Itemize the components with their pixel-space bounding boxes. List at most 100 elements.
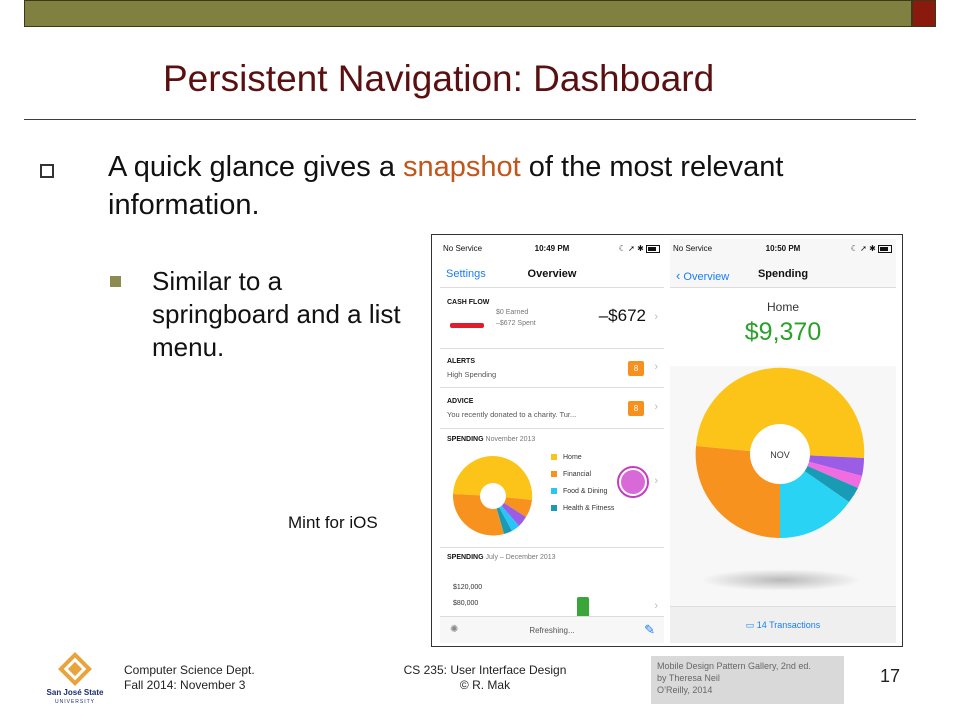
nav-title: Spending bbox=[757, 268, 809, 280]
spent-label: –$672 Spent bbox=[496, 320, 536, 327]
y-axis-label: $80,000 bbox=[453, 600, 479, 607]
slide-title: Persistent Navigation: Dashboard bbox=[163, 58, 715, 99]
trend-period: July – December 2013 bbox=[485, 554, 556, 561]
advice-badge: 8 bbox=[628, 401, 644, 416]
cash-flow-header: CASH FLOW bbox=[447, 299, 490, 306]
clock: 10:49 PM bbox=[534, 244, 570, 253]
chevron-right-icon: › bbox=[654, 600, 658, 612]
y-axis-label: $120,000 bbox=[453, 584, 483, 591]
nav-title: Overview bbox=[527, 268, 577, 280]
trend-bar bbox=[577, 597, 589, 618]
battery-icon bbox=[878, 244, 892, 253]
back-button[interactable]: ‹ Overview bbox=[676, 268, 729, 283]
cash-flow-row[interactable]: CASH FLOW $0 Earned –$672 Spent –$672 › bbox=[440, 289, 664, 349]
bullet-prefix: A quick glance gives a bbox=[108, 151, 404, 183]
mini-spending-pie bbox=[452, 455, 533, 536]
spinner-icon: ✺ bbox=[450, 624, 459, 635]
category-label: Home bbox=[766, 300, 799, 314]
page-number: 17 bbox=[880, 666, 901, 686]
spending-screen: No Service 10:50 PM ☾ ➚ ✱ ‹ Overview Spe… bbox=[670, 239, 896, 643]
document-icon: ▭ bbox=[745, 620, 755, 630]
advice-row[interactable]: ADVICE You recently donated to a charity… bbox=[440, 388, 664, 429]
transactions-link[interactable]: ▭ 14 Transactions bbox=[670, 620, 896, 631]
chevron-right-icon: › bbox=[654, 475, 658, 487]
status-bar: No Service 10:49 PM ☾ ➚ ✱ bbox=[440, 239, 664, 263]
advice-subtitle: You recently donated to a charity. Tur..… bbox=[447, 410, 577, 419]
bullet-square-icon bbox=[40, 164, 54, 178]
legend-item: Health & Fitness bbox=[551, 505, 614, 512]
legend-swatch bbox=[551, 454, 557, 461]
app-screenshot: No Service 10:49 PM ☾ ➚ ✱ Settings Overv… bbox=[431, 234, 903, 647]
legend-swatch bbox=[551, 471, 557, 478]
transactions-bar[interactable]: ▭ 14 Transactions bbox=[670, 606, 896, 643]
spending-header-label: SPENDING bbox=[447, 436, 484, 443]
ref-line-1: Mobile Design Pattern Gallery, 2nd ed. bbox=[657, 661, 811, 671]
pie-center-label: NOV bbox=[770, 450, 790, 460]
trend-header-label: SPENDING bbox=[447, 554, 484, 561]
author-label: © R. Mak bbox=[459, 678, 511, 692]
status-icons: ☾ ➚ ✱ bbox=[851, 244, 892, 253]
pie-shadow bbox=[700, 569, 862, 591]
legend-label: Health & Fitness bbox=[563, 505, 615, 512]
legend-item: Financial bbox=[551, 471, 591, 478]
term-label: Fall 2014: November 3 bbox=[124, 678, 246, 692]
spending-pie-chart[interactable]: NOV bbox=[692, 366, 868, 542]
spending-header: SPENDING November 2013 bbox=[447, 436, 535, 443]
alerts-header: ALERTS bbox=[447, 358, 475, 365]
main-bullet-text: A quick glance gives a snapshot of the m… bbox=[108, 148, 868, 224]
pie-slice-home bbox=[696, 367, 865, 458]
legend-label: Home bbox=[563, 454, 582, 461]
dept-label: Computer Science Dept. bbox=[124, 663, 255, 677]
chevron-right-icon: › bbox=[654, 401, 658, 413]
screenshot-caption: Mint for iOS bbox=[288, 513, 378, 532]
chevron-right-icon: › bbox=[654, 361, 658, 373]
pie-center bbox=[750, 424, 810, 484]
legend-label: Food & Dining bbox=[563, 488, 608, 495]
top-accent-bar bbox=[24, 0, 912, 27]
legend-swatch bbox=[551, 488, 557, 495]
footer-dept: Computer Science Dept. Fall 2014: Novemb… bbox=[124, 663, 255, 693]
battery-icon bbox=[646, 244, 660, 253]
earned-label: $0 Earned bbox=[496, 309, 529, 316]
clock: 10:50 PM bbox=[765, 244, 801, 253]
svg-text:San José State: San José State bbox=[47, 688, 104, 697]
chevron-right-icon: › bbox=[654, 311, 658, 323]
spending-trend-row[interactable]: SPENDING July – December 2013 $120,000 $… bbox=[440, 548, 664, 618]
overview-screen: No Service 10:49 PM ☾ ➚ ✱ Settings Overv… bbox=[440, 239, 664, 643]
spent-bar bbox=[450, 323, 484, 328]
title-divider bbox=[24, 119, 916, 120]
ref-line-3: O’Reilly, 2014 bbox=[657, 685, 713, 695]
status-icons: ☾ ➚ ✱ bbox=[619, 244, 660, 253]
refresh-bar: ✺ Refreshing... ✎ bbox=[440, 616, 664, 643]
trend-header: SPENDING July – December 2013 bbox=[447, 554, 556, 561]
reference-box: Mobile Design Pattern Gallery, 2nd ed. b… bbox=[651, 656, 844, 704]
sub-bullet-square-icon bbox=[110, 276, 121, 287]
settings-button[interactable]: Settings bbox=[446, 268, 486, 280]
chevron-left-icon: ‹ bbox=[676, 268, 681, 283]
legend-swatch bbox=[551, 505, 557, 512]
category-summary: Home $9,370 bbox=[670, 288, 896, 366]
university-logo: San José State UNIVERSITY bbox=[47, 652, 104, 705]
svg-text:UNIVERSITY: UNIVERSITY bbox=[55, 699, 95, 705]
bullet-suffix: of the most relevant information. bbox=[108, 151, 784, 221]
compose-icon[interactable]: ✎ bbox=[644, 622, 655, 637]
ref-line-2: by Theresa Neil bbox=[657, 673, 720, 683]
status-bar: No Service 10:50 PM ☾ ➚ ✱ bbox=[670, 239, 896, 263]
alerts-row[interactable]: ALERTS High Spending 8 › bbox=[440, 349, 664, 388]
spending-period: November 2013 bbox=[485, 436, 536, 443]
spending-breakdown-row[interactable]: SPENDING November 2013 Home Financial Fo… bbox=[440, 429, 664, 548]
refresh-status: Refreshing... bbox=[529, 626, 575, 635]
top-accent-block bbox=[912, 0, 936, 27]
carrier-label: No Service bbox=[673, 244, 713, 253]
nav-bar: ‹ Overview Spending bbox=[670, 263, 896, 288]
course-label: CS 235: User Interface Design bbox=[403, 663, 567, 677]
sub-bullet-text: Similar to a springboard and a list menu… bbox=[152, 266, 401, 362]
cash-flow-total: –$672 bbox=[598, 306, 646, 325]
legend-item: Home bbox=[551, 454, 582, 461]
advice-header: ADVICE bbox=[447, 398, 474, 405]
touch-indicator-icon bbox=[617, 466, 649, 498]
footer-course: CS 235: User Interface Design © R. Mak bbox=[380, 663, 590, 693]
legend-item: Food & Dining bbox=[551, 488, 607, 495]
nav-bar: Settings Overview bbox=[440, 263, 664, 288]
category-amount: $9,370 bbox=[744, 318, 822, 346]
